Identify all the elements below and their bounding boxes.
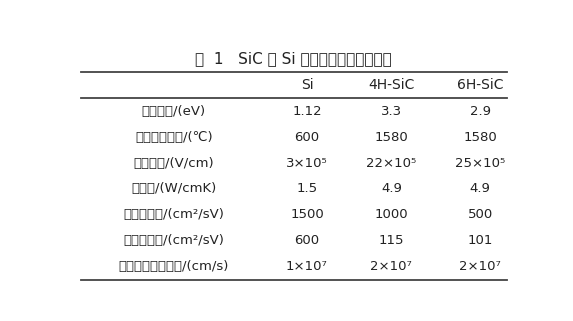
Text: 1500: 1500 — [290, 208, 324, 221]
Text: 600: 600 — [295, 234, 320, 247]
Text: 2×10⁷: 2×10⁷ — [370, 260, 413, 273]
Text: 空穴迁移率/(cm²/sV): 空穴迁移率/(cm²/sV) — [123, 234, 224, 247]
Text: 最高工作温度/(℃): 最高工作温度/(℃) — [135, 131, 213, 144]
Text: 6H-SiC: 6H-SiC — [457, 78, 504, 92]
Text: 4.9: 4.9 — [470, 182, 490, 195]
Text: 禁带宽度/(eV): 禁带宽度/(eV) — [142, 105, 206, 118]
Text: 115: 115 — [379, 234, 404, 247]
Text: 1.12: 1.12 — [292, 105, 322, 118]
Text: 4H-SiC: 4H-SiC — [368, 78, 414, 92]
Text: 2.9: 2.9 — [470, 105, 490, 118]
Text: 101: 101 — [468, 234, 493, 247]
Text: 1000: 1000 — [375, 208, 408, 221]
Text: 2×10⁷: 2×10⁷ — [459, 260, 501, 273]
Text: 600: 600 — [295, 131, 320, 144]
Text: 500: 500 — [468, 208, 493, 221]
Text: 3×10⁵: 3×10⁵ — [286, 157, 328, 169]
Text: 3.3: 3.3 — [381, 105, 402, 118]
Text: 1580: 1580 — [464, 131, 497, 144]
Text: 最大电子饱和速度/(cm/s): 最大电子饱和速度/(cm/s) — [119, 260, 229, 273]
Text: 1.5: 1.5 — [296, 182, 317, 195]
Text: 表  1   SiC 与 Si 半导体材料的特性对比: 表 1 SiC 与 Si 半导体材料的特性对比 — [195, 51, 392, 66]
Text: Si: Si — [301, 78, 313, 92]
Text: 1580: 1580 — [375, 131, 408, 144]
Text: 22×10⁵: 22×10⁵ — [366, 157, 417, 169]
Text: 4.9: 4.9 — [381, 182, 402, 195]
Text: 1×10⁷: 1×10⁷ — [286, 260, 328, 273]
Text: 击穿电场/(V/cm): 击穿电场/(V/cm) — [134, 157, 214, 169]
Text: 25×10⁵: 25×10⁵ — [455, 157, 505, 169]
Text: 电子迁移率/(cm²/sV): 电子迁移率/(cm²/sV) — [123, 208, 224, 221]
Text: 热导率/(W/cmK): 热导率/(W/cmK) — [131, 182, 217, 195]
